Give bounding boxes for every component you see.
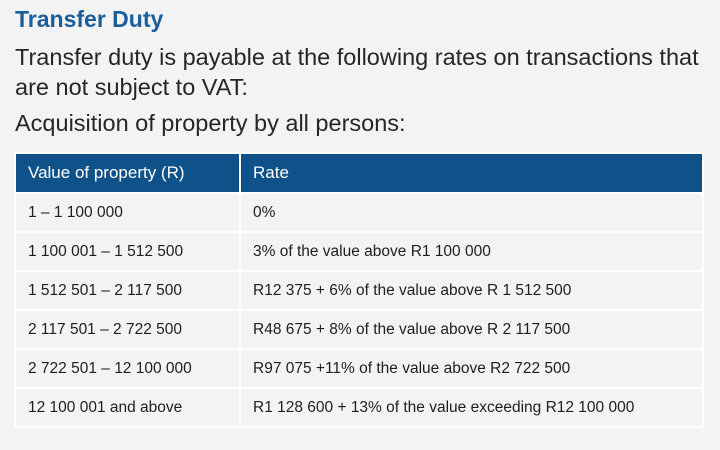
table-row: 1 512 501 – 2 117 500 R12 375 + 6% of th… [14,270,704,311]
value-cell: 12 100 001 and above [14,387,241,428]
table-row: 1 – 1 100 000 0% [14,192,704,233]
rate-cell: 3% of the value above R1 100 000 [239,231,704,272]
rate-cell: R12 375 + 6% of the value above R 1 512 … [239,270,704,311]
table-row: 2 117 501 – 2 722 500 R48 675 + 8% of th… [14,309,704,350]
table-caption: Acquisition of property by all persons: [15,110,406,136]
transfer-duty-section: Transfer Duty Transfer duty is payable a… [14,4,710,428]
table-body: 1 – 1 100 000 0% 1 100 001 – 1 512 500 3… [14,192,704,428]
header-row: Value of property (R) Rate [14,152,704,194]
table-header: Value of property (R) Rate [14,152,704,194]
table-row: 12 100 001 and above R1 128 600 + 13% of… [14,387,704,428]
column-header-value: Value of property (R) [14,152,241,194]
table-row: 2 722 501 – 12 100 000 R97 075 +11% of t… [14,348,704,389]
value-cell: 2 117 501 – 2 722 500 [14,309,241,350]
intro-paragraph: Transfer duty is payable at the followin… [15,44,699,100]
table-row: 1 100 001 – 1 512 500 3% of the value ab… [14,231,704,272]
value-cell: 1 – 1 100 000 [14,192,241,233]
value-cell: 1 100 001 – 1 512 500 [14,231,241,272]
value-cell: 2 722 501 – 12 100 000 [14,348,241,389]
rate-cell: R1 128 600 + 13% of the value exceeding … [239,387,704,428]
rate-cell: R48 675 + 8% of the value above R 2 117 … [239,309,704,350]
column-header-rate: Rate [239,152,704,194]
section-title: Transfer Duty [15,6,164,32]
rate-cell: R97 075 +11% of the value above R2 722 5… [239,348,704,389]
rate-cell: 0% [239,192,704,233]
value-cell: 1 512 501 – 2 117 500 [14,270,241,311]
transfer-duty-table: Value of property (R) Rate 1 – 1 100 000… [14,152,704,428]
